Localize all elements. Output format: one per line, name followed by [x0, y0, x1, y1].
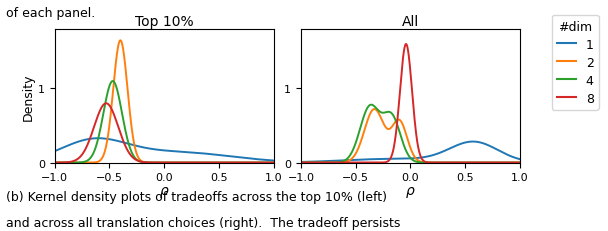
Y-axis label: Density: Density: [22, 73, 35, 120]
Text: and across all translation choices (right).  The tradeoff persists: and across all translation choices (righ…: [6, 216, 401, 229]
Text: of each panel.: of each panel.: [6, 7, 95, 20]
Title: All: All: [402, 15, 419, 29]
Legend: 1, 2, 4, 8: 1, 2, 4, 8: [552, 15, 599, 110]
Text: (b) Kernel density plots of tradeoffs across the top 10% (left): (b) Kernel density plots of tradeoffs ac…: [6, 191, 387, 204]
X-axis label: $\rho$: $\rho$: [405, 184, 416, 199]
X-axis label: $\rho$: $\rho$: [159, 184, 170, 199]
Title: Top 10%: Top 10%: [135, 15, 193, 29]
